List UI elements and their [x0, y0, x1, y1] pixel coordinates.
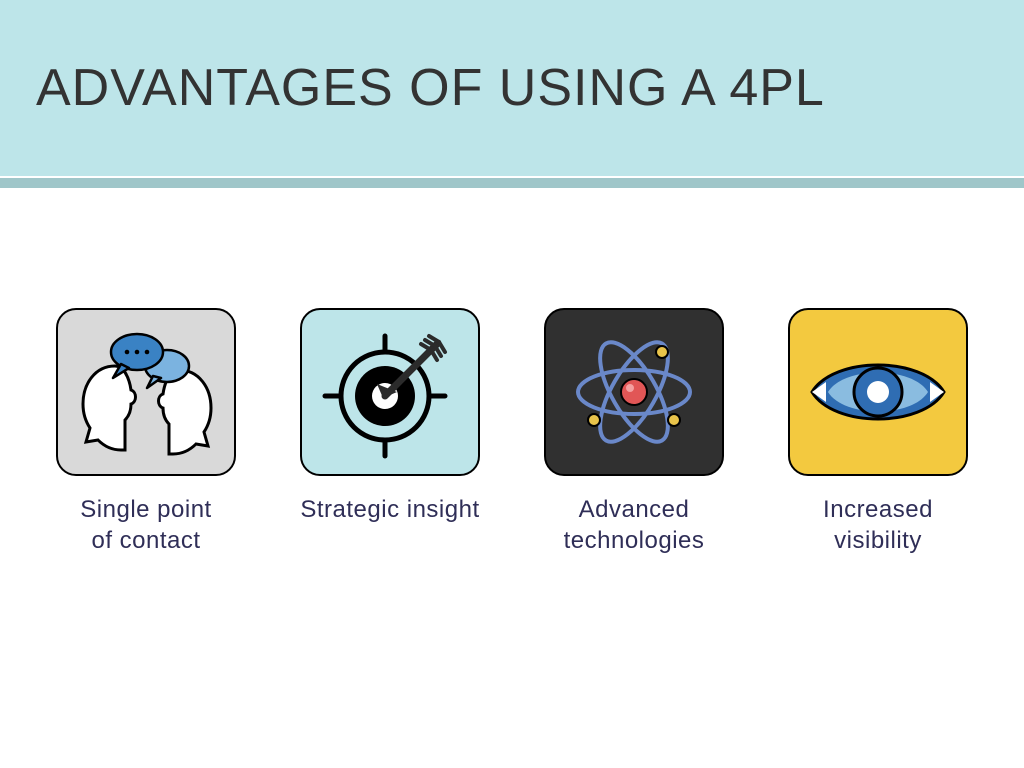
card-label: Single pointof contact	[80, 494, 211, 556]
card-advanced-technologies: Advancedtechnologies	[530, 308, 738, 556]
eye-icon	[798, 322, 958, 462]
card-single-point-of-contact: Single pointof contact	[42, 308, 250, 556]
target-arrow-icon	[315, 322, 465, 462]
header: ADVANTAGES OF USING A 4PL	[0, 0, 1024, 176]
cards-row: Single pointof contact	[0, 188, 1024, 556]
two-heads-speech-icon	[71, 322, 221, 462]
card-label: Strategic insight	[300, 494, 479, 525]
icon-tile	[300, 308, 480, 476]
card-increased-visibility: Increasedvisibility	[774, 308, 982, 556]
header-divider	[0, 178, 1024, 188]
card-label: Increasedvisibility	[823, 494, 933, 556]
icon-tile	[788, 308, 968, 476]
icon-tile	[544, 308, 724, 476]
page-title: ADVANTAGES OF USING A 4PL	[36, 58, 825, 118]
icon-tile	[56, 308, 236, 476]
atom-icon	[559, 322, 709, 462]
card-strategic-insight: Strategic insight	[286, 308, 494, 556]
card-label: Advancedtechnologies	[564, 494, 705, 556]
